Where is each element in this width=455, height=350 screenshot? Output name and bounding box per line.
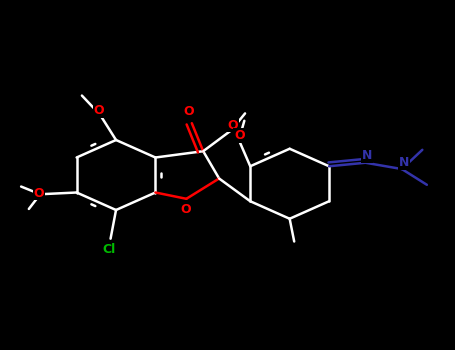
- Text: O: O: [228, 119, 238, 132]
- Text: O: O: [93, 104, 104, 117]
- Text: O: O: [34, 187, 44, 200]
- Text: N: N: [362, 149, 372, 162]
- Text: Cl: Cl: [102, 243, 116, 256]
- Text: O: O: [234, 129, 245, 142]
- Text: O: O: [183, 105, 193, 119]
- Text: O: O: [180, 203, 191, 216]
- Text: N: N: [399, 156, 410, 169]
